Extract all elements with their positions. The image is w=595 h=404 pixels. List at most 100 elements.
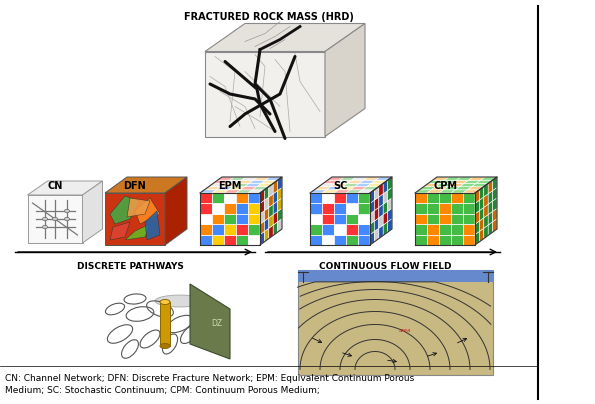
Polygon shape xyxy=(240,187,257,190)
Bar xyxy=(310,193,322,203)
Bar xyxy=(212,235,224,245)
Polygon shape xyxy=(260,231,264,245)
Text: CN: CN xyxy=(48,181,62,191)
Polygon shape xyxy=(27,181,102,195)
Polygon shape xyxy=(428,180,444,183)
Bar xyxy=(334,235,346,245)
Bar xyxy=(415,235,427,245)
Polygon shape xyxy=(456,177,473,180)
Polygon shape xyxy=(249,180,265,183)
Polygon shape xyxy=(278,219,282,232)
Bar xyxy=(224,224,236,235)
Bar xyxy=(463,224,475,235)
Polygon shape xyxy=(374,187,379,200)
Polygon shape xyxy=(475,221,480,235)
Bar xyxy=(334,224,346,235)
Polygon shape xyxy=(427,190,443,193)
Bar xyxy=(463,193,475,203)
Polygon shape xyxy=(484,225,488,239)
Bar xyxy=(200,193,212,203)
Polygon shape xyxy=(347,180,364,183)
Polygon shape xyxy=(484,204,488,218)
Bar xyxy=(334,203,346,214)
Polygon shape xyxy=(221,183,237,187)
Polygon shape xyxy=(419,187,436,190)
Polygon shape xyxy=(212,190,228,193)
Bar xyxy=(346,193,358,203)
Ellipse shape xyxy=(64,209,70,213)
Bar xyxy=(439,224,451,235)
Polygon shape xyxy=(355,183,371,187)
Polygon shape xyxy=(269,215,273,228)
Polygon shape xyxy=(370,231,374,245)
Polygon shape xyxy=(444,177,461,180)
Polygon shape xyxy=(325,23,365,137)
Polygon shape xyxy=(383,180,387,194)
Ellipse shape xyxy=(155,295,205,307)
Bar xyxy=(322,193,334,203)
Polygon shape xyxy=(265,177,282,180)
Bar xyxy=(236,224,248,235)
Text: CPM: CPM xyxy=(433,181,457,191)
Polygon shape xyxy=(488,211,493,225)
Polygon shape xyxy=(335,180,352,183)
Bar xyxy=(212,214,224,224)
Text: CN: Channel Network; DFN: Discrete Fracture Network; EPM: Equivalent Continuum P: CN: Channel Network; DFN: Discrete Fract… xyxy=(5,374,414,396)
Bar xyxy=(248,235,260,245)
Polygon shape xyxy=(415,190,431,193)
Bar xyxy=(224,235,236,245)
Text: DISCRETE PATHWAYS: DISCRETE PATHWAYS xyxy=(77,262,183,271)
Bar xyxy=(236,214,248,224)
Bar xyxy=(427,224,439,235)
Polygon shape xyxy=(488,222,493,236)
Polygon shape xyxy=(374,197,379,210)
Polygon shape xyxy=(264,218,269,231)
Polygon shape xyxy=(269,194,273,207)
Polygon shape xyxy=(278,198,282,211)
Polygon shape xyxy=(374,207,379,221)
Ellipse shape xyxy=(64,217,70,221)
Bar xyxy=(322,203,334,214)
Polygon shape xyxy=(224,190,240,193)
Bar xyxy=(236,235,248,245)
Polygon shape xyxy=(383,201,387,215)
Bar xyxy=(415,203,427,214)
Bar xyxy=(298,269,493,282)
Polygon shape xyxy=(236,190,252,193)
Bar xyxy=(415,224,427,235)
Polygon shape xyxy=(225,180,242,183)
Polygon shape xyxy=(105,177,187,193)
Polygon shape xyxy=(245,183,261,187)
Polygon shape xyxy=(383,191,387,204)
Polygon shape xyxy=(370,200,374,214)
Polygon shape xyxy=(484,194,488,207)
Polygon shape xyxy=(228,187,245,190)
Polygon shape xyxy=(460,183,476,187)
Polygon shape xyxy=(260,210,264,224)
Polygon shape xyxy=(379,204,383,218)
Polygon shape xyxy=(480,218,484,231)
Bar xyxy=(451,224,463,235)
Polygon shape xyxy=(387,219,392,232)
Polygon shape xyxy=(387,198,392,211)
Polygon shape xyxy=(322,190,339,193)
Polygon shape xyxy=(261,180,278,183)
Bar xyxy=(451,235,463,245)
Polygon shape xyxy=(493,187,497,201)
Polygon shape xyxy=(362,187,379,190)
Polygon shape xyxy=(217,187,233,190)
Polygon shape xyxy=(469,177,485,180)
Bar xyxy=(346,214,358,224)
Bar xyxy=(415,214,427,224)
Bar xyxy=(463,214,475,224)
Polygon shape xyxy=(273,191,278,204)
Polygon shape xyxy=(233,183,249,187)
Polygon shape xyxy=(260,190,264,203)
Polygon shape xyxy=(253,177,270,180)
Bar xyxy=(427,235,439,245)
Polygon shape xyxy=(135,198,160,224)
Polygon shape xyxy=(443,187,460,190)
Polygon shape xyxy=(273,222,278,236)
Polygon shape xyxy=(27,195,83,243)
Polygon shape xyxy=(475,231,480,245)
